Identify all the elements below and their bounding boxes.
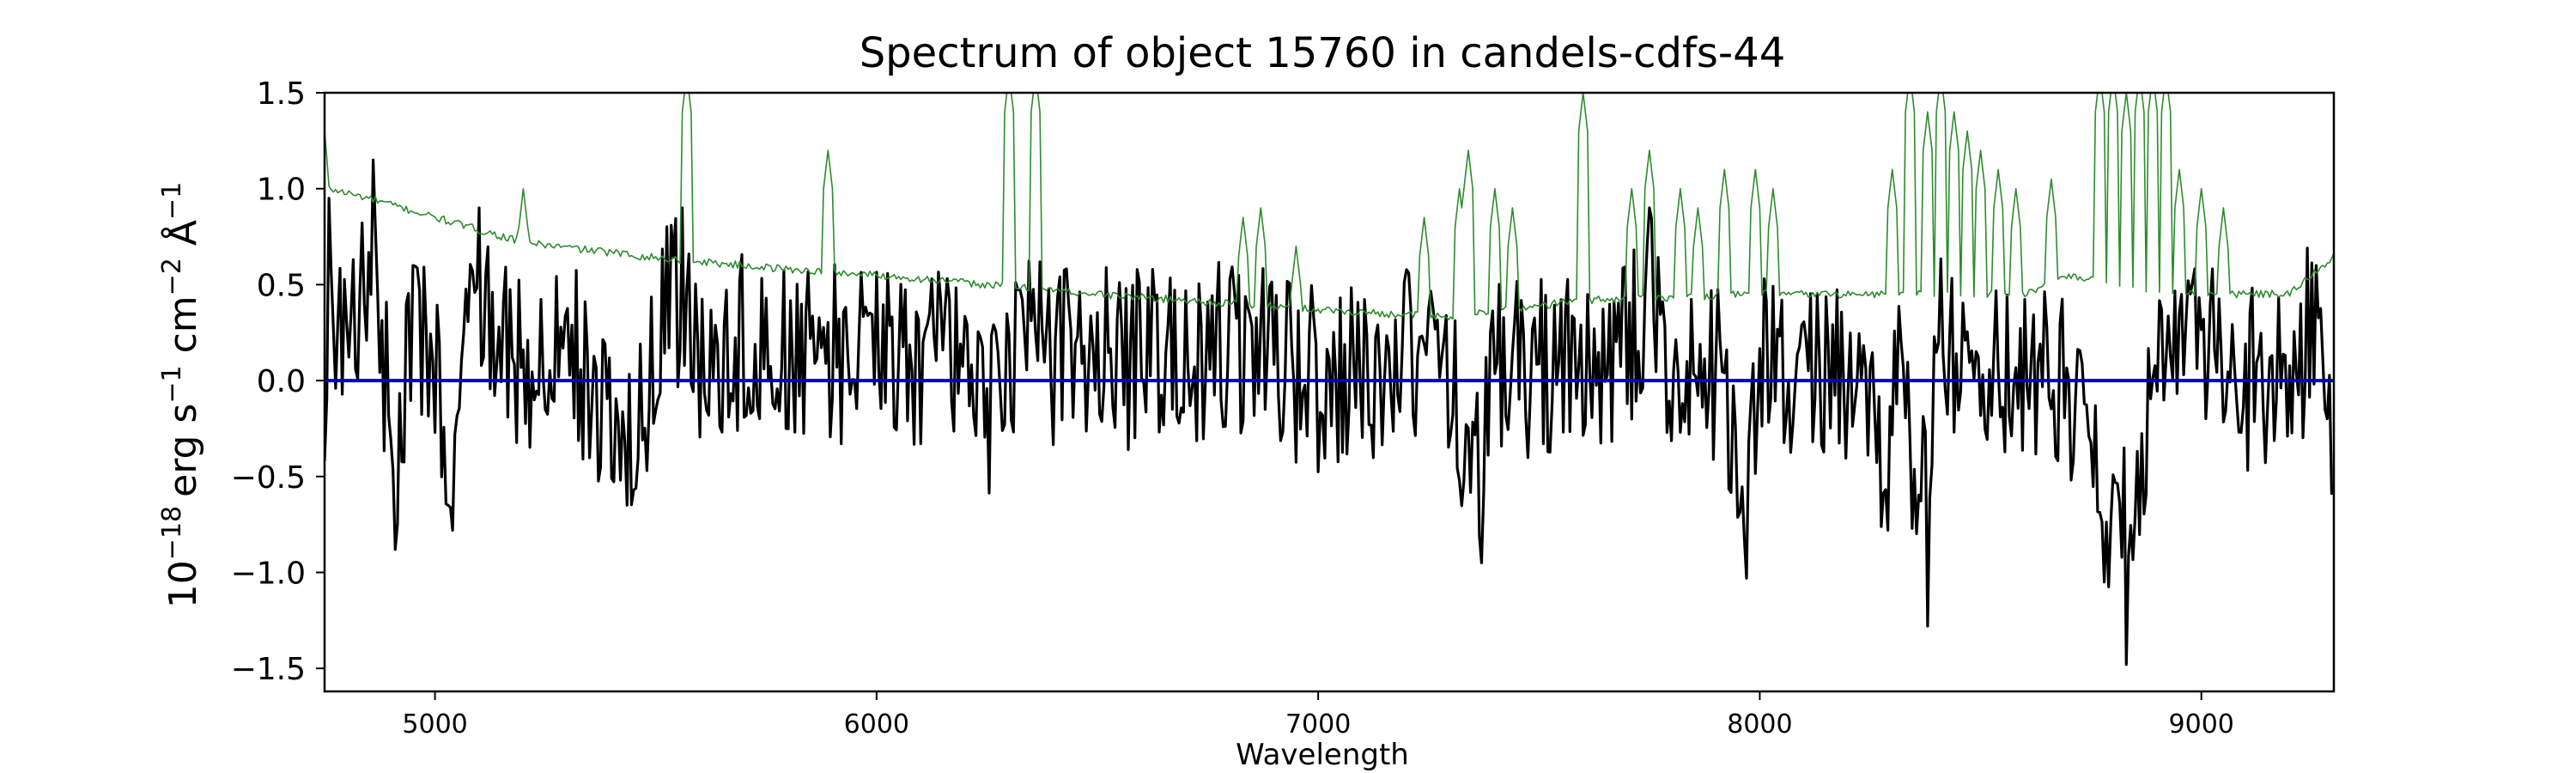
y-axis-label-unit-erg-exp: −1 (157, 365, 187, 403)
series-group (325, 93, 2334, 666)
y-tick-label: 1.5 (257, 76, 306, 112)
y-tick-label: −1.0 (231, 556, 306, 591)
y-tick-label: 0.5 (257, 268, 306, 303)
y-tick-label: 0.0 (257, 364, 306, 399)
plot-area: 5000 6000 7000 8000 9000 1.5 1.0 0.5 0.0 −0.5 −1.0… (231, 76, 2336, 740)
y-axis-label-base: 10 (161, 560, 205, 608)
plot-frame (323, 91, 2336, 693)
x-tick-label: 6000 (844, 709, 909, 740)
y-axis-label-unit-angstrom: Å (160, 220, 205, 258)
y-axis-label-unit-cm-exp: −2 (157, 258, 187, 295)
x-tick-label: 5000 (402, 709, 467, 740)
y-axis-label-unit-angstrom-exp: −1 (157, 182, 187, 220)
y-tick-label: 1.0 (257, 173, 306, 208)
x-tick-label: 7000 (1285, 709, 1351, 740)
y-axis-label-exponent: −18 (157, 506, 187, 560)
y-axis-label-unit-erg: erg s (161, 404, 205, 497)
y-tick-label: −1.5 (231, 652, 306, 687)
y-tick-label: −0.5 (231, 460, 306, 496)
x-tick-label: 9000 (2169, 709, 2234, 740)
chart-title: Spectrum of object 15760 in candels-cdfs… (860, 29, 1786, 77)
y-axis-label: 10−18erg s−1 cm−2 Å−1 (157, 182, 205, 608)
x-axis-label: Wavelength (1236, 738, 1409, 772)
flux-series-line (325, 158, 2334, 666)
y-axis-label-unit-cm: cm (161, 295, 205, 365)
error-series-line (325, 93, 2334, 321)
x-tick-label: 8000 (1727, 709, 1792, 740)
